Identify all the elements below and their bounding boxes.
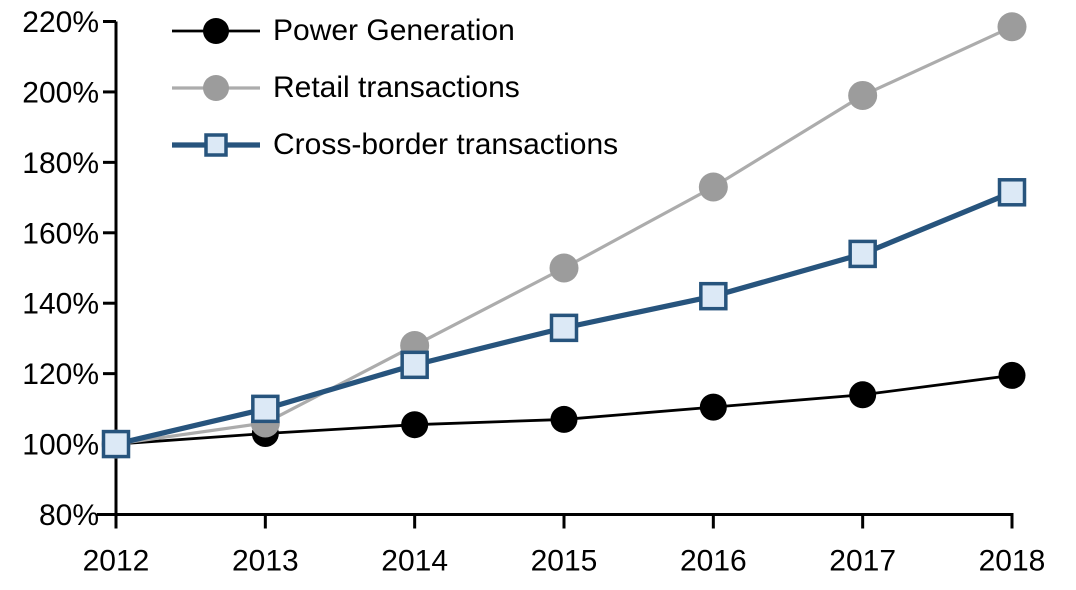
data-point-cross-border-transactions-2015 [549, 313, 579, 343]
legend-swatch-retail-transactions [172, 74, 260, 101]
legend-label-power-generation: Power Generation [273, 13, 515, 47]
data-point-power-generation-2018 [998, 361, 1026, 389]
x-axis-label: 2017 [829, 545, 896, 578]
legend-marker-cross-border-transactions [204, 132, 228, 157]
legend-label-retail-transactions: Retail transactions [273, 70, 520, 104]
data-point-retail-transactions-2016 [698, 172, 728, 202]
data-point-cross-border-transactions-2018 [997, 178, 1027, 207]
y-axis-label: 80% [39, 499, 99, 532]
data-point-power-generation-2017 [849, 381, 877, 409]
y-axis-label: 140% [22, 288, 99, 321]
legend-swatch-power-generation [172, 17, 260, 44]
legend-swatch-cross-border-transactions [172, 132, 260, 157]
data-point-retail-transactions-2018 [997, 12, 1027, 42]
legend-item-cross-border-transactions: Cross-border transactions [170, 116, 618, 173]
data-point-cross-border-transactions-2014 [400, 350, 429, 380]
data-point-power-generation-2016 [699, 393, 727, 421]
data-point-cross-border-transactions-2017 [848, 239, 877, 269]
x-axis-label: 2014 [381, 545, 448, 578]
x-axis-label: 2018 [979, 545, 1046, 578]
y-axis-label: 120% [22, 358, 99, 391]
data-point-retail-transactions-2015 [549, 253, 579, 283]
x-axis-label: 2012 [83, 545, 150, 578]
data-point-cross-border-transactions-2013 [251, 394, 280, 424]
data-point-power-generation-2015 [550, 405, 578, 433]
data-point-cross-border-transactions-2016 [699, 281, 728, 311]
y-axis-label: 220% [22, 6, 99, 39]
x-axis-label: 2013 [232, 545, 299, 578]
y-axis-label: 100% [22, 429, 99, 462]
legend-marker-retail-transactions [203, 74, 229, 101]
legend-item-power-generation: Power Generation [170, 2, 618, 59]
data-point-retail-transactions-2017 [848, 80, 878, 110]
x-axis-label: 2015 [531, 545, 598, 578]
y-axis-label: 160% [22, 217, 99, 250]
legend-label-cross-border-transactions: Cross-border transactions [273, 127, 619, 161]
y-axis-label: 200% [22, 76, 99, 109]
x-axis-label: 2016 [680, 545, 747, 578]
legend-item-retail-transactions: Retail transactions [170, 59, 618, 116]
data-point-power-generation-2014 [401, 411, 429, 439]
legend-marker-power-generation [203, 17, 229, 44]
y-axis-label: 180% [22, 147, 99, 180]
data-point-cross-border-transactions-2012 [101, 429, 131, 459]
legend: Power Generation Retail transactions Cro… [170, 2, 618, 173]
